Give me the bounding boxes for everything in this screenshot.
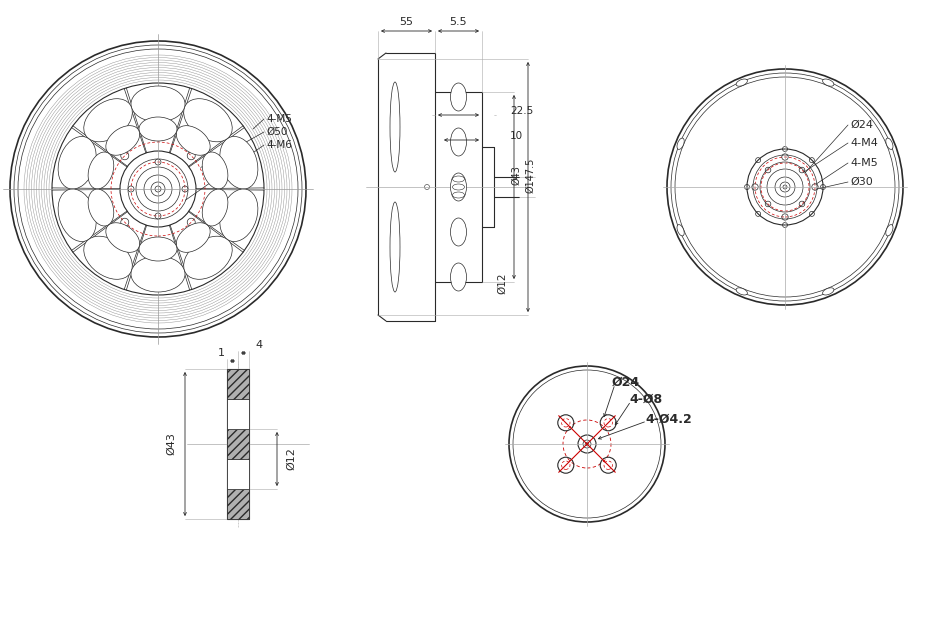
Text: 4-M5: 4-M5 (850, 158, 878, 168)
Ellipse shape (84, 236, 133, 279)
Text: 55: 55 (400, 17, 414, 27)
Ellipse shape (736, 79, 747, 86)
Text: Ø12: Ø12 (286, 448, 296, 470)
Ellipse shape (58, 189, 96, 241)
Bar (227, 369, 249, 399)
Text: 4: 4 (256, 340, 262, 350)
Ellipse shape (177, 223, 211, 253)
Text: Ø30: Ø30 (850, 177, 872, 187)
Ellipse shape (390, 82, 400, 172)
Ellipse shape (88, 152, 114, 189)
Text: 4-Ø4.2: 4-Ø4.2 (645, 412, 692, 425)
Ellipse shape (131, 256, 185, 292)
Ellipse shape (390, 202, 400, 292)
Ellipse shape (822, 288, 834, 295)
Text: Ø43: Ø43 (166, 433, 176, 456)
Text: 4-Ø8: 4-Ø8 (629, 392, 662, 405)
Bar (227, 459, 249, 489)
Text: 5.5: 5.5 (449, 17, 467, 27)
Ellipse shape (220, 189, 258, 241)
Text: 4-M5: 4-M5 (266, 114, 292, 124)
Text: Ø12: Ø12 (497, 272, 507, 294)
Ellipse shape (139, 117, 177, 141)
Text: 22.5: 22.5 (510, 106, 533, 116)
Text: 1: 1 (217, 348, 225, 358)
Ellipse shape (58, 136, 96, 189)
Bar (227, 429, 249, 459)
Ellipse shape (220, 136, 258, 189)
Ellipse shape (677, 138, 684, 149)
Text: Ø50: Ø50 (266, 127, 288, 137)
Text: Ø24: Ø24 (612, 376, 640, 389)
Ellipse shape (183, 236, 232, 279)
Bar (227, 399, 249, 429)
Ellipse shape (450, 128, 466, 156)
Ellipse shape (88, 189, 114, 226)
Ellipse shape (450, 83, 466, 111)
Ellipse shape (106, 223, 140, 253)
Ellipse shape (736, 288, 747, 295)
Text: 10: 10 (510, 131, 524, 141)
Ellipse shape (450, 263, 466, 291)
Bar (227, 489, 249, 519)
Ellipse shape (450, 173, 466, 201)
Ellipse shape (677, 225, 684, 236)
Ellipse shape (177, 126, 211, 155)
Ellipse shape (822, 79, 834, 86)
Text: Ø24: Ø24 (850, 120, 873, 130)
Ellipse shape (885, 138, 893, 149)
Ellipse shape (885, 225, 893, 236)
Ellipse shape (202, 189, 227, 226)
Ellipse shape (131, 86, 185, 122)
Ellipse shape (139, 237, 177, 261)
Ellipse shape (183, 98, 232, 142)
Ellipse shape (202, 152, 227, 189)
Text: 4-M6: 4-M6 (266, 140, 292, 150)
Ellipse shape (84, 98, 133, 142)
Ellipse shape (450, 218, 466, 246)
Text: Ø43: Ø43 (511, 165, 521, 185)
Text: 4-M4: 4-M4 (850, 138, 878, 148)
Text: Ø147.5: Ø147.5 (525, 157, 535, 193)
Ellipse shape (106, 126, 140, 155)
